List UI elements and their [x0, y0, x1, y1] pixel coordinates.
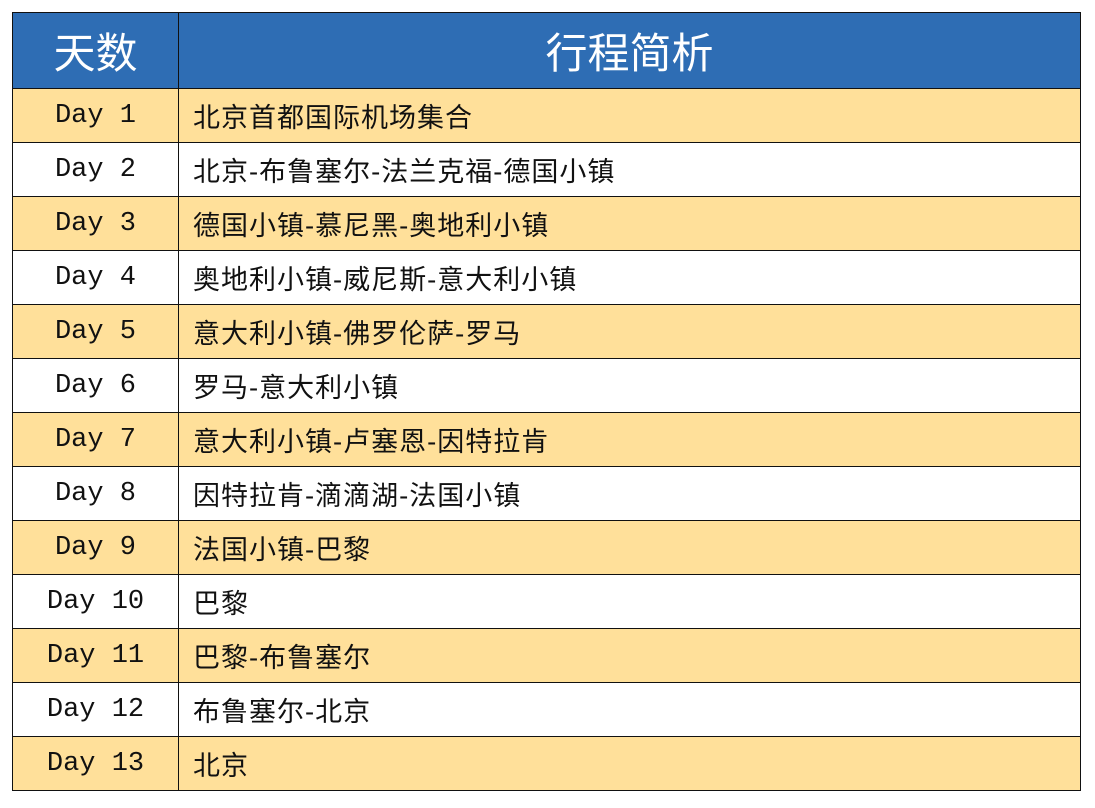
route-cell: 因特拉肯-滴滴湖-法国小镇 — [178, 466, 1081, 521]
day-cell: Day 2 — [12, 142, 179, 197]
route-cell: 巴黎 — [178, 574, 1081, 629]
route-cell: 奥地利小镇-威尼斯-意大利小镇 — [178, 250, 1081, 305]
day-cell: Day 1 — [12, 88, 179, 143]
route-cell: 北京-布鲁塞尔-法兰克福-德国小镇 — [178, 142, 1081, 197]
table-row: Day 12 布鲁塞尔-北京 — [12, 682, 1081, 737]
table-row: Day 13 北京 — [12, 736, 1081, 791]
header-itinerary: 行程简析 — [178, 12, 1081, 89]
route-cell: 布鲁塞尔-北京 — [178, 682, 1081, 737]
table-row: Day 2 北京-布鲁塞尔-法兰克福-德国小镇 — [12, 142, 1081, 197]
route-cell: 巴黎-布鲁塞尔 — [178, 628, 1081, 683]
route-cell: 北京首都国际机场集合 — [178, 88, 1081, 143]
route-cell: 意大利小镇-卢塞恩-因特拉肯 — [178, 412, 1081, 467]
route-cell: 德国小镇-慕尼黑-奥地利小镇 — [178, 196, 1081, 251]
table-row: Day 6 罗马-意大利小镇 — [12, 358, 1081, 413]
header-row: 天数 行程简析 — [12, 12, 1081, 89]
day-cell: Day 8 — [12, 466, 179, 521]
table-row: Day 7 意大利小镇-卢塞恩-因特拉肯 — [12, 412, 1081, 467]
day-cell: Day 11 — [12, 628, 179, 683]
route-cell: 意大利小镇-佛罗伦萨-罗马 — [178, 304, 1081, 359]
day-cell: Day 5 — [12, 304, 179, 359]
day-cell: Day 7 — [12, 412, 179, 467]
header-days: 天数 — [12, 12, 179, 89]
itinerary-table: 天数 行程简析 Day 1 北京首都国际机场集合 Day 2 北京-布鲁塞尔-法兰克福… — [12, 12, 1081, 791]
table-row: Day 5 意大利小镇-佛罗伦萨-罗马 — [12, 304, 1081, 359]
table-row: Day 9 法国小镇-巴黎 — [12, 520, 1081, 575]
day-cell: Day 3 — [12, 196, 179, 251]
day-cell: Day 12 — [12, 682, 179, 737]
table-row: Day 11 巴黎-布鲁塞尔 — [12, 628, 1081, 683]
table-row: Day 4 奥地利小镇-威尼斯-意大利小镇 — [12, 250, 1081, 305]
route-cell: 法国小镇-巴黎 — [178, 520, 1081, 575]
table-row: Day 8 因特拉肯-滴滴湖-法国小镇 — [12, 466, 1081, 521]
route-cell: 罗马-意大利小镇 — [178, 358, 1081, 413]
table-row: Day 1 北京首都国际机场集合 — [12, 88, 1081, 143]
route-cell: 北京 — [178, 736, 1081, 791]
table-row: Day 3 德国小镇-慕尼黑-奥地利小镇 — [12, 196, 1081, 251]
table-row: Day 10 巴黎 — [12, 574, 1081, 629]
day-cell: Day 4 — [12, 250, 179, 305]
day-cell: Day 6 — [12, 358, 179, 413]
day-cell: Day 10 — [12, 574, 179, 629]
day-cell: Day 13 — [12, 736, 179, 791]
day-cell: Day 9 — [12, 520, 179, 575]
